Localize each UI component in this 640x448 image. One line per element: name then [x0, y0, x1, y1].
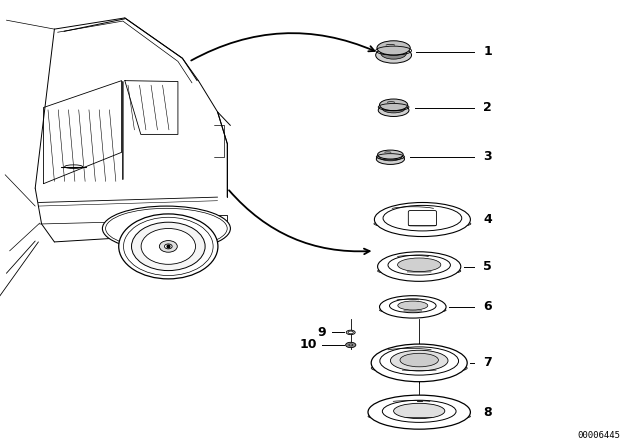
- Ellipse shape: [381, 47, 406, 59]
- Text: 2: 2: [483, 101, 492, 114]
- Ellipse shape: [371, 344, 467, 382]
- Ellipse shape: [380, 307, 446, 314]
- Ellipse shape: [368, 395, 470, 429]
- Ellipse shape: [164, 244, 172, 249]
- Ellipse shape: [348, 331, 353, 334]
- Ellipse shape: [397, 258, 441, 271]
- Text: 8: 8: [483, 405, 492, 419]
- Text: 5: 5: [483, 260, 492, 273]
- Ellipse shape: [102, 206, 230, 251]
- Ellipse shape: [159, 241, 177, 252]
- Text: 9: 9: [318, 326, 326, 339]
- Ellipse shape: [119, 214, 218, 279]
- Text: 3: 3: [483, 150, 492, 164]
- Ellipse shape: [374, 219, 471, 228]
- Ellipse shape: [383, 205, 462, 231]
- Ellipse shape: [382, 400, 456, 422]
- Ellipse shape: [398, 301, 428, 310]
- Ellipse shape: [376, 154, 404, 164]
- Ellipse shape: [376, 47, 412, 63]
- Text: 7: 7: [483, 356, 492, 370]
- Ellipse shape: [390, 350, 448, 371]
- Ellipse shape: [380, 296, 446, 318]
- Ellipse shape: [349, 344, 353, 346]
- Ellipse shape: [388, 255, 451, 275]
- Ellipse shape: [378, 252, 461, 281]
- Ellipse shape: [374, 202, 470, 237]
- Ellipse shape: [124, 217, 213, 276]
- Text: 00006445: 00006445: [578, 431, 621, 440]
- Text: 4: 4: [483, 213, 492, 226]
- Ellipse shape: [377, 41, 410, 55]
- Ellipse shape: [346, 330, 355, 335]
- Text: 1: 1: [483, 45, 492, 58]
- Ellipse shape: [378, 267, 461, 275]
- FancyBboxPatch shape: [408, 211, 436, 226]
- Ellipse shape: [400, 353, 438, 367]
- Ellipse shape: [382, 104, 405, 113]
- Ellipse shape: [380, 347, 459, 375]
- Ellipse shape: [65, 165, 83, 168]
- Ellipse shape: [368, 412, 470, 421]
- Ellipse shape: [371, 362, 467, 374]
- Ellipse shape: [346, 342, 356, 348]
- Ellipse shape: [106, 208, 227, 249]
- Ellipse shape: [390, 299, 436, 313]
- Ellipse shape: [132, 222, 205, 271]
- Text: 6: 6: [483, 300, 492, 314]
- Ellipse shape: [378, 104, 409, 116]
- Text: 10: 10: [300, 338, 317, 352]
- Ellipse shape: [141, 228, 196, 264]
- Ellipse shape: [380, 99, 408, 111]
- Ellipse shape: [378, 150, 403, 159]
- Ellipse shape: [379, 153, 402, 161]
- Ellipse shape: [394, 403, 445, 418]
